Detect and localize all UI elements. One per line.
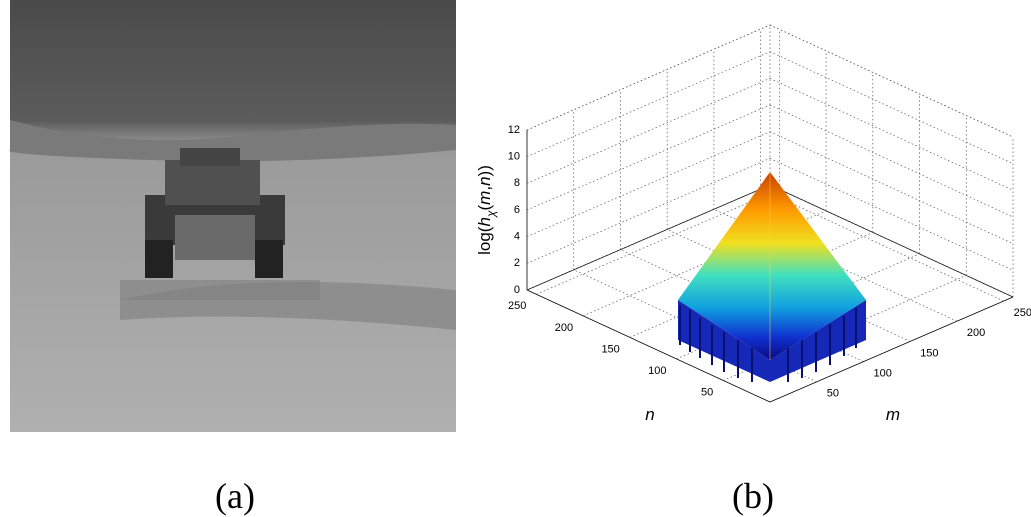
photo: [9, 0, 456, 432]
m-tick-label: 150: [920, 347, 938, 359]
z-tick-label: 4: [514, 231, 520, 243]
grid-line: [526, 51, 771, 157]
grid-line: [526, 184, 771, 291]
n-tick-label: 200: [555, 322, 573, 334]
ticks: 0 2 4 6 8 10 12 50 100 150 200 250 50 100 150 200 250: [508, 124, 1031, 400]
m-axis-label: m: [886, 405, 900, 424]
m-tick-label: 50: [827, 388, 839, 400]
axis-edge: [526, 289, 771, 403]
grid-line: [760, 188, 1004, 302]
grid-line: [769, 78, 1014, 191]
z-tick-label: 12: [508, 124, 520, 136]
grid-line: [526, 131, 771, 237]
m-tick-label: 200: [967, 327, 985, 339]
n-axis-label: n: [645, 405, 654, 424]
z-label-part: )): [475, 165, 494, 176]
grid-line: [526, 104, 771, 211]
grid-line: [526, 158, 771, 264]
n-tick-label: 100: [648, 365, 666, 377]
z-label-part: log(: [475, 226, 494, 255]
m-tick-label: 250: [1014, 307, 1031, 319]
grid-line: [769, 24, 1014, 138]
surface: [678, 172, 866, 382]
caption: (b): [732, 476, 774, 516]
z-tick-label: 0: [514, 284, 520, 296]
z-tick-label: 2: [514, 257, 520, 269]
z-label-part: (: [475, 204, 494, 210]
grid-line: [713, 208, 958, 322]
n-tick-label: 150: [601, 343, 619, 355]
n-tick-label: 250: [508, 300, 526, 312]
tank: [145, 148, 285, 278]
caption: (a): [215, 476, 255, 516]
n-tick-label: 50: [701, 386, 713, 398]
z-label-sub: χ: [484, 210, 498, 218]
z-label-part: h: [475, 217, 494, 226]
z-label-part: ,: [475, 186, 494, 191]
m-tick-label: 100: [873, 368, 891, 380]
z-axis-label: log(hχ(m,n)): [475, 165, 498, 255]
z-label-part: m: [475, 191, 494, 205]
grid-line: [667, 229, 911, 342]
grid-line: [769, 131, 1014, 244]
z-tick-label: 10: [508, 151, 520, 163]
axis-edge: [769, 296, 1014, 403]
grid-line: [769, 51, 1014, 164]
z-label-part: n: [475, 176, 494, 185]
z-tick-label: 6: [514, 204, 520, 216]
grid-line: [536, 188, 780, 295]
z-tick-label: 8: [514, 177, 520, 189]
grid-line: [769, 184, 1014, 298]
surface-plot: 0 2 4 6 8 10 12 50 100 150 200 250 50 100 150 200 250 lo…: [475, 24, 1031, 424]
grid-line: [769, 104, 1014, 218]
grid-line: [769, 158, 1014, 271]
grid-line: [526, 78, 771, 184]
grid-line: [526, 24, 771, 131]
